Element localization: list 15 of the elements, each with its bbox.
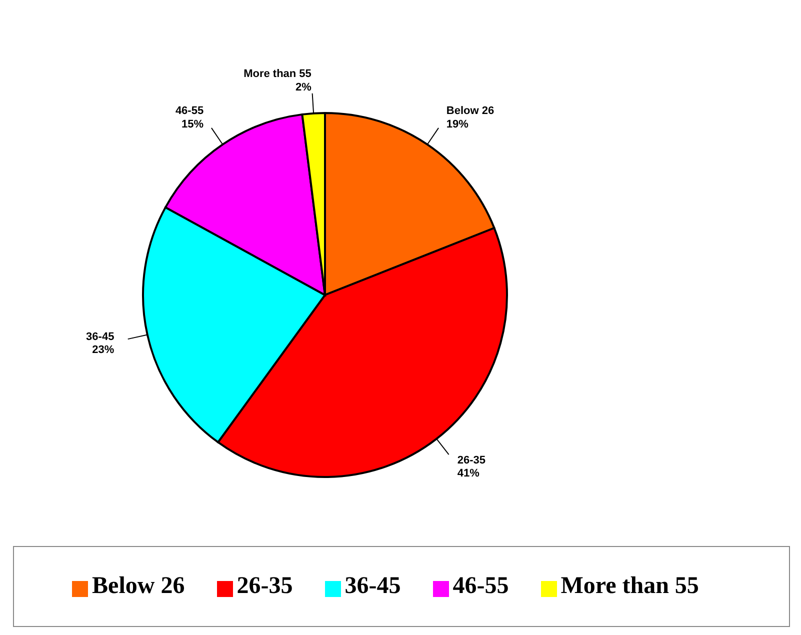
slice-label: 36-45	[86, 330, 114, 343]
data-label: 2%	[296, 81, 312, 94]
legend-label: 46-55	[452, 573, 509, 599]
data-label: 19%	[446, 118, 469, 130]
legend-label: 36-45	[344, 573, 401, 599]
legend-label: Below 26	[92, 573, 185, 599]
data-label: 41%	[457, 468, 480, 480]
slice-label: 26-35	[457, 454, 486, 466]
legend-label: More than 55	[560, 573, 699, 599]
slice-label: 46-55	[175, 105, 204, 118]
slice-label: More than 55	[244, 68, 312, 80]
data-label: 23%	[92, 344, 114, 356]
legend-label: 26-35	[236, 573, 293, 599]
data-label: 15%	[182, 118, 204, 130]
slice-label: Below 26	[446, 105, 494, 118]
